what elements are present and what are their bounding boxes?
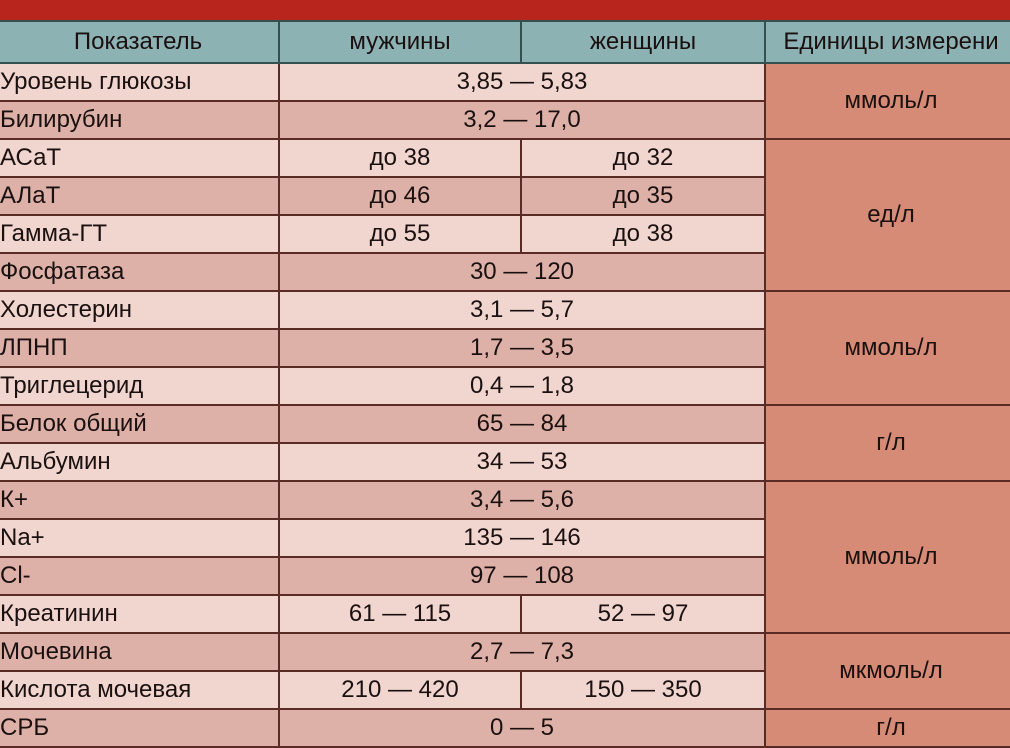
reference-table: Показатель мужчины женщины Единицы измерени…	[0, 20, 1010, 748]
range-value: 3,85 — 5,83	[278, 62, 766, 102]
indicator-name: Фосфатаза	[0, 252, 280, 292]
indicator-name: Белок общий	[0, 404, 280, 444]
indicator-name: Na+	[0, 518, 280, 558]
men-value: 61 — 115	[278, 594, 522, 634]
header-cell: Показатель	[0, 20, 280, 64]
table-row: Фосфатаза 30 — 120	[0, 252, 1010, 292]
table-row: Гамма-ГТ до 55 до 38	[0, 214, 1010, 254]
table-row: СРБ 0 — 5 г/л	[0, 708, 1010, 748]
indicator-name: АЛаТ	[0, 176, 280, 216]
indicator-name: АСаТ	[0, 138, 280, 178]
unit-cell: г/л	[764, 708, 1010, 748]
range-value: 3,2 — 17,0	[278, 100, 766, 140]
indicator-name: Уровень глюкозы	[0, 62, 280, 102]
table-row: Креатинин 61 — 115 52 — 97	[0, 594, 1010, 634]
table-row: Cl- 97 — 108	[0, 556, 1010, 596]
table-row: АСаТ до 38 до 32 ед/л	[0, 138, 1010, 292]
men-value: 210 — 420	[278, 670, 522, 710]
header-cell: женщины	[520, 20, 766, 64]
table-row: К+ 3,4 — 5,6 ммоль/л	[0, 480, 1010, 634]
women-value: до 38	[520, 214, 766, 254]
table-row: Альбумин 34 — 53	[0, 442, 1010, 482]
table-row: ЛПНП 1,7 — 3,5	[0, 328, 1010, 368]
table-row: Холестерин 3,1 — 5,7 ммоль/л	[0, 290, 1010, 406]
indicator-name: Триглецерид	[0, 366, 280, 406]
indicator-name: Гамма-ГТ	[0, 214, 280, 254]
indicator-name: Билирубин	[0, 100, 280, 140]
table-row: Уровень глюкозы 3,85 — 5,83 ммоль/л	[0, 62, 1010, 140]
range-value: 3,4 — 5,6	[278, 480, 766, 520]
men-value: до 38	[278, 138, 522, 178]
table-row: Билирубин 3,2 — 17,0	[0, 100, 1010, 140]
header-cell: Единицы измерени	[764, 20, 1010, 64]
table-row: Na+ 135 — 146	[0, 518, 1010, 558]
indicator-name: Холестерин	[0, 290, 280, 330]
unit-cell: ммоль/л	[764, 480, 1010, 634]
women-value: 150 — 350	[520, 670, 766, 710]
range-value: 34 — 53	[278, 442, 766, 482]
unit-cell: г/л	[764, 404, 1010, 482]
top-band	[0, 0, 1010, 20]
range-value: 0,4 — 1,8	[278, 366, 766, 406]
women-value: 52 — 97	[520, 594, 766, 634]
range-value: 3,1 — 5,7	[278, 290, 766, 330]
range-value: 97 — 108	[278, 556, 766, 596]
header-row: Показатель мужчины женщины Единицы измерени	[0, 20, 1010, 64]
women-value: до 32	[520, 138, 766, 178]
unit-cell: ед/л	[764, 138, 1010, 292]
table-row: Кислота мочевая 210 — 420 150 — 350	[0, 670, 1010, 710]
indicator-name: Кислота мочевая	[0, 670, 280, 710]
indicator-name: Креатинин	[0, 594, 280, 634]
range-value: 1,7 — 3,5	[278, 328, 766, 368]
range-value: 0 — 5	[278, 708, 766, 748]
table-row: Мочевина 2,7 — 7,3 мкмоль/л	[0, 632, 1010, 710]
table-row: Триглецерид 0,4 — 1,8	[0, 366, 1010, 406]
indicator-name: К+	[0, 480, 280, 520]
men-value: до 46	[278, 176, 522, 216]
unit-cell: ммоль/л	[764, 62, 1010, 140]
header-cell: мужчины	[278, 20, 522, 64]
range-value: 135 — 146	[278, 518, 766, 558]
men-value: до 55	[278, 214, 522, 254]
range-value: 2,7 — 7,3	[278, 632, 766, 672]
unit-cell: ммоль/л	[764, 290, 1010, 406]
table-row: АЛаТ до 46 до 35	[0, 176, 1010, 216]
indicator-name: Альбумин	[0, 442, 280, 482]
range-value: 65 — 84	[278, 404, 766, 444]
indicator-name: СРБ	[0, 708, 280, 748]
indicator-name: Cl-	[0, 556, 280, 596]
unit-cell: мкмоль/л	[764, 632, 1010, 710]
table-row: Белок общий 65 — 84 г/л	[0, 404, 1010, 482]
women-value: до 35	[520, 176, 766, 216]
indicator-name: Мочевина	[0, 632, 280, 672]
indicator-name: ЛПНП	[0, 328, 280, 368]
range-value: 30 — 120	[278, 252, 766, 292]
